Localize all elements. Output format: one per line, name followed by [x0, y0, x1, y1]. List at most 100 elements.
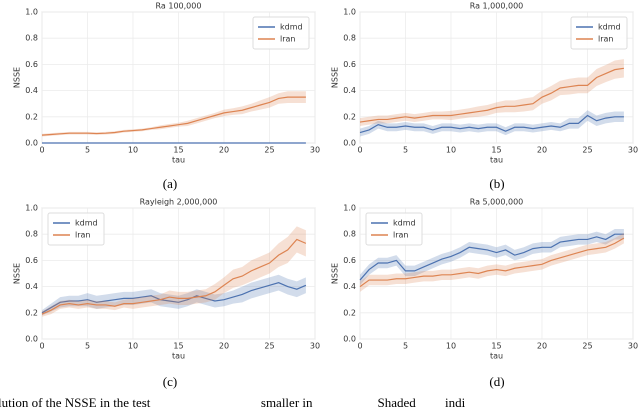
y-tick-label: 0.0 [25, 139, 38, 148]
y-tick-label: 0.4 [343, 86, 356, 95]
y-tick-label: 0.0 [343, 139, 356, 148]
x-tick-label: 30 [310, 342, 320, 351]
y-tick-label: 0.6 [25, 256, 38, 265]
y-tick-label: 0.4 [343, 282, 356, 291]
x-tick-label: 5 [85, 146, 90, 155]
chart-title: Ra 5,000,000 [470, 198, 524, 207]
y-tick-label: 0.2 [343, 308, 356, 317]
chart-title: Ra 1,000,000 [470, 2, 524, 11]
legend: kdmd lran [252, 16, 310, 50]
legend-label: kdmd [598, 23, 621, 32]
y-tick-label: 0.0 [25, 335, 38, 344]
y-tick-label: 0.8 [343, 34, 356, 43]
x-tick-label: 5 [403, 342, 408, 351]
legend-label: kdmd [75, 219, 98, 228]
footer-text: lution of the NSSE in the test smaller i… [0, 395, 466, 409]
x-tick-label: 15 [173, 146, 183, 155]
series-line [359, 233, 624, 281]
y-tick-label: 1.0 [25, 8, 38, 17]
x-tick-label: 0 [357, 146, 362, 155]
x-tick-label: 0 [39, 342, 44, 351]
chart-panel: 0.0 0.2 0.4 0.6 0.8 1.0 0 5 10 15 20 25 30 Ra 100,000… [13, 2, 321, 165]
x-tick-label: 15 [173, 342, 183, 351]
legend-box [570, 16, 628, 50]
x-tick-label: 20 [537, 342, 547, 351]
x-tick-label: 10 [446, 342, 456, 351]
y-tick-label: 0.4 [25, 282, 38, 291]
x-tick-label: 0 [357, 342, 362, 351]
y-tick-label: 1.0 [25, 204, 38, 213]
chart-panel: 0.0 0.2 0.4 0.6 0.8 1.0 0 5 10 15 20 25 30 Ra 1,000,0… [331, 2, 639, 165]
legend-label: kdmd [280, 23, 303, 32]
y-tick-label: 0.0 [343, 335, 356, 344]
series-line [359, 237, 625, 288]
x-tick-label: 10 [128, 146, 138, 155]
x-tick-label: 25 [582, 146, 592, 155]
legend-label: lran [75, 231, 90, 240]
error-band [42, 91, 306, 137]
x-axis-label: tau [490, 352, 503, 361]
chart-title: Ra 100,000 [156, 2, 202, 11]
legend: kdmd lran [365, 212, 423, 246]
chart-panel: 0.0 0.2 0.4 0.6 0.8 1.0 0 5 10 15 20 25 30 Rayleigh 2… [13, 198, 321, 361]
x-tick-label: 30 [310, 146, 320, 155]
legend-label: lran [280, 35, 295, 44]
chart-title: Rayleigh 2,000,000 [140, 198, 218, 207]
y-tick-label: 0.8 [343, 230, 356, 239]
y-tick-label: 0.2 [25, 112, 38, 121]
series-line [41, 282, 307, 314]
series-line [41, 96, 306, 136]
legend-box [252, 16, 310, 50]
x-tick-label: 20 [537, 146, 547, 155]
x-tick-label: 0 [39, 146, 44, 155]
x-tick-label: 25 [582, 342, 592, 351]
caption: (c) [163, 374, 177, 389]
error-band [360, 110, 624, 137]
caption: (b) [489, 176, 504, 191]
x-tick-label: 30 [628, 342, 638, 351]
x-axis-label: tau [490, 156, 503, 165]
y-axis-label: NSSE [13, 67, 22, 88]
x-tick-label: 20 [219, 146, 229, 155]
y-tick-label: 0.2 [343, 112, 356, 121]
legend-label: lran [393, 231, 408, 240]
y-tick-label: 0.6 [25, 60, 38, 69]
series-line [41, 238, 307, 315]
legend: kdmd lran [570, 16, 628, 50]
x-tick-label: 30 [628, 146, 638, 155]
y-tick-label: 0.8 [25, 230, 38, 239]
y-axis-label: NSSE [13, 263, 22, 284]
y-tick-label: 0.6 [343, 256, 356, 265]
y-tick-label: 1.0 [343, 204, 356, 213]
x-tick-label: 15 [491, 342, 501, 351]
legend-box [47, 212, 105, 246]
y-axis-label: NSSE [331, 263, 340, 284]
x-tick-label: 5 [85, 342, 90, 351]
x-axis-label: tau [172, 156, 185, 165]
legend-label: kdmd [393, 219, 416, 228]
chart-panel: 0.0 0.2 0.4 0.6 0.8 1.0 0 5 10 15 20 25 30 Ra 5,000,0… [331, 198, 639, 361]
x-tick-label: 10 [128, 342, 138, 351]
x-tick-label: 15 [491, 146, 501, 155]
legend-label: lran [598, 35, 613, 44]
y-axis-label: NSSE [331, 67, 340, 88]
y-tick-label: 0.2 [25, 308, 38, 317]
caption: (a) [163, 176, 177, 191]
y-tick-label: 0.6 [343, 60, 356, 69]
y-tick-label: 0.4 [25, 86, 38, 95]
legend-box [365, 212, 423, 246]
y-tick-label: 1.0 [343, 8, 356, 17]
series-line [359, 114, 624, 134]
x-tick-label: 5 [403, 146, 408, 155]
y-tick-label: 0.8 [25, 34, 38, 43]
error-band [42, 226, 306, 317]
legend: kdmd lran [47, 212, 105, 246]
error-band [360, 232, 624, 292]
series-line [359, 67, 624, 123]
x-axis-label: tau [172, 352, 185, 361]
x-tick-label: 25 [264, 342, 274, 351]
x-tick-label: 25 [264, 146, 274, 155]
caption: (d) [489, 374, 504, 389]
x-tick-label: 20 [219, 342, 229, 351]
